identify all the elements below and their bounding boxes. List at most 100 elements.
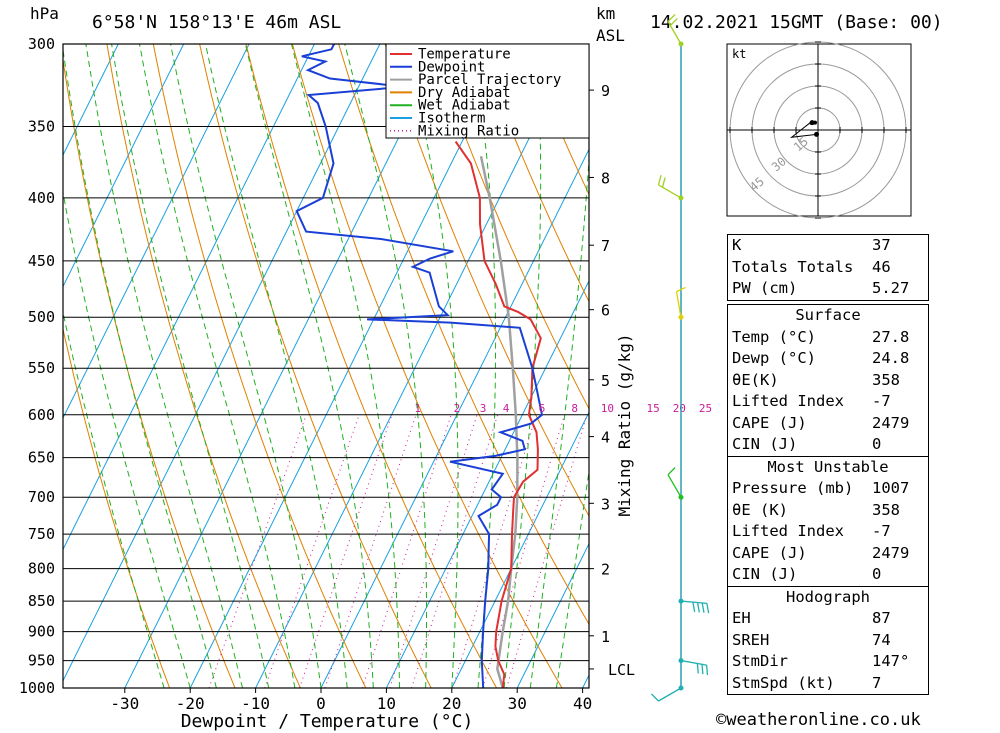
row-value: 7 <box>872 673 882 692</box>
mixing-ratio-line <box>506 414 588 688</box>
mixing-ratio-value-label: 15 <box>647 402 660 415</box>
location-title: 6°58'N 158°13'E 46m ASL <box>92 12 342 33</box>
legend-label: Dewpoint <box>418 59 485 75</box>
height-unit-km: km <box>596 4 616 23</box>
wet-adiabat-line <box>111 44 270 688</box>
pressure-tick-label: 700 <box>28 488 55 506</box>
plot-frame <box>62 43 590 689</box>
row-label: Temp (°C) <box>732 327 816 346</box>
hodo-row: SREH 74 <box>728 630 928 652</box>
row-value: 2479 <box>872 543 910 562</box>
row-label: Lifted Index <box>732 392 844 410</box>
index-row-totals: Totals Totals 46 <box>728 257 928 279</box>
mixing-ratio-axis-label: Mixing Ratio (g/kg) <box>615 333 634 516</box>
isotherm-line <box>385 279 589 688</box>
hodo-row: StmSpd (kt) 7 <box>728 673 928 695</box>
dry-adiabat-line <box>199 44 432 688</box>
dry-adiabat-line <box>245 44 498 688</box>
row-value: 0 <box>872 435 882 453</box>
surface-row: CAPE (J) 2479 <box>728 413 928 435</box>
row-label: CAPE (J) <box>732 413 807 432</box>
hodo-row: StmDir 147° <box>728 651 928 673</box>
row-label: StmDir <box>732 652 788 670</box>
row-value: -7 <box>872 392 891 410</box>
row-label: θE (K) <box>732 500 788 519</box>
mixing-ratio-value-label: 3 <box>480 402 487 415</box>
index-row-pw: PW (cm) 5.27 <box>728 278 928 300</box>
temperature-tick-label: -10 <box>241 694 270 713</box>
mu-row: CAPE (J) 2479 <box>728 543 928 565</box>
legend-label: Dry Adiabat <box>418 85 511 101</box>
wet-adiabat-line <box>529 151 589 688</box>
pressure-tick-label: 1000 <box>19 679 55 697</box>
row-value: 74 <box>872 630 891 649</box>
row-label: CIN (J) <box>732 435 798 453</box>
dry-adiabat-line <box>477 44 589 303</box>
hodograph-unit-label: kt <box>732 47 746 61</box>
pressure-tick-label: 900 <box>28 623 55 641</box>
wet-adiabat-line <box>244 44 374 688</box>
dry-adiabat-line <box>63 56 236 688</box>
isotherm-line <box>63 44 250 420</box>
temperature-line <box>454 140 542 688</box>
legend-label: Temperature <box>418 47 511 63</box>
index-label: PW (cm) <box>732 279 798 297</box>
row-value: 24.8 <box>872 349 910 367</box>
wind-barb-staff <box>680 659 707 666</box>
pressure-tick-label: 450 <box>28 252 55 270</box>
index-value: 37 <box>872 236 891 254</box>
hodograph-point-dot <box>813 120 818 125</box>
wind-barb-feather <box>657 175 662 186</box>
legend-frame <box>385 43 590 139</box>
height-unit-asl: ASL <box>596 26 625 45</box>
pressure-tick-label: 350 <box>28 117 55 135</box>
temperature-tick-label: 40 <box>573 694 592 713</box>
height-tick-label: 2 <box>601 561 610 579</box>
wind-barb-staff <box>658 184 682 199</box>
pressure-unit-label: hPa <box>30 4 59 23</box>
mixing-ratio-line <box>264 414 360 688</box>
isotherm-line <box>189 44 512 688</box>
wind-barb-staff <box>675 291 682 318</box>
mixing-ratio-value-label: 1 <box>414 402 421 415</box>
surface-table: Surface Temp (°C) 27.8 Dewp (°C) 24.8 θE(K… <box>727 304 929 695</box>
isotherm-line <box>63 44 185 288</box>
dewpoint-line <box>295 44 544 688</box>
wet-adiabat-line <box>405 44 459 688</box>
pressure-tick-label: 950 <box>28 652 55 670</box>
surface-row: Dewp (°C) 24.8 <box>728 348 928 370</box>
pressure-tick-label: 550 <box>28 359 55 377</box>
mu-row: CIN (J) 0 <box>728 564 928 586</box>
row-value: 87 <box>872 609 891 627</box>
height-tick-label: 6 <box>601 302 610 320</box>
surface-row: θE(K) 358 <box>728 370 928 392</box>
pressure-tick-label: 300 <box>28 35 55 53</box>
row-label: EH <box>732 609 751 627</box>
isotherm-line <box>255 44 577 688</box>
wind-barb-feather <box>701 602 705 613</box>
dry-adiabat-line <box>384 44 589 518</box>
wet-adiabat-line <box>205 44 348 688</box>
legend-label: Wet Adiabat <box>418 98 511 114</box>
mu-row: Pressure (mb) 1007 <box>728 478 928 500</box>
height-tick-label: 3 <box>601 495 610 513</box>
temperature-tick-label: 20 <box>442 694 461 713</box>
hodograph-end-dot <box>809 120 815 126</box>
pressure-tick-label: 500 <box>28 308 55 326</box>
wind-barb-feather <box>667 467 676 476</box>
mixing-ratio-value-label: 10 <box>601 402 614 415</box>
copyright[interactable]: ©weatheronline.co.uk <box>716 710 921 730</box>
surface-row: CIN (J) 0 <box>728 434 928 456</box>
isotherm-line <box>516 542 589 688</box>
pressure-tick-label: 600 <box>28 406 55 424</box>
most-unstable-title: Most Unstable <box>728 455 928 479</box>
mixing-ratio-value-label: 25 <box>699 402 712 415</box>
row-value: 1007 <box>872 479 910 497</box>
mixing-ratio-line <box>299 414 393 688</box>
row-value: -7 <box>872 522 891 540</box>
hodograph-title: Hodograph <box>728 585 928 609</box>
height-tick-label: 1 <box>601 628 610 646</box>
row-label: SREH <box>732 630 770 649</box>
